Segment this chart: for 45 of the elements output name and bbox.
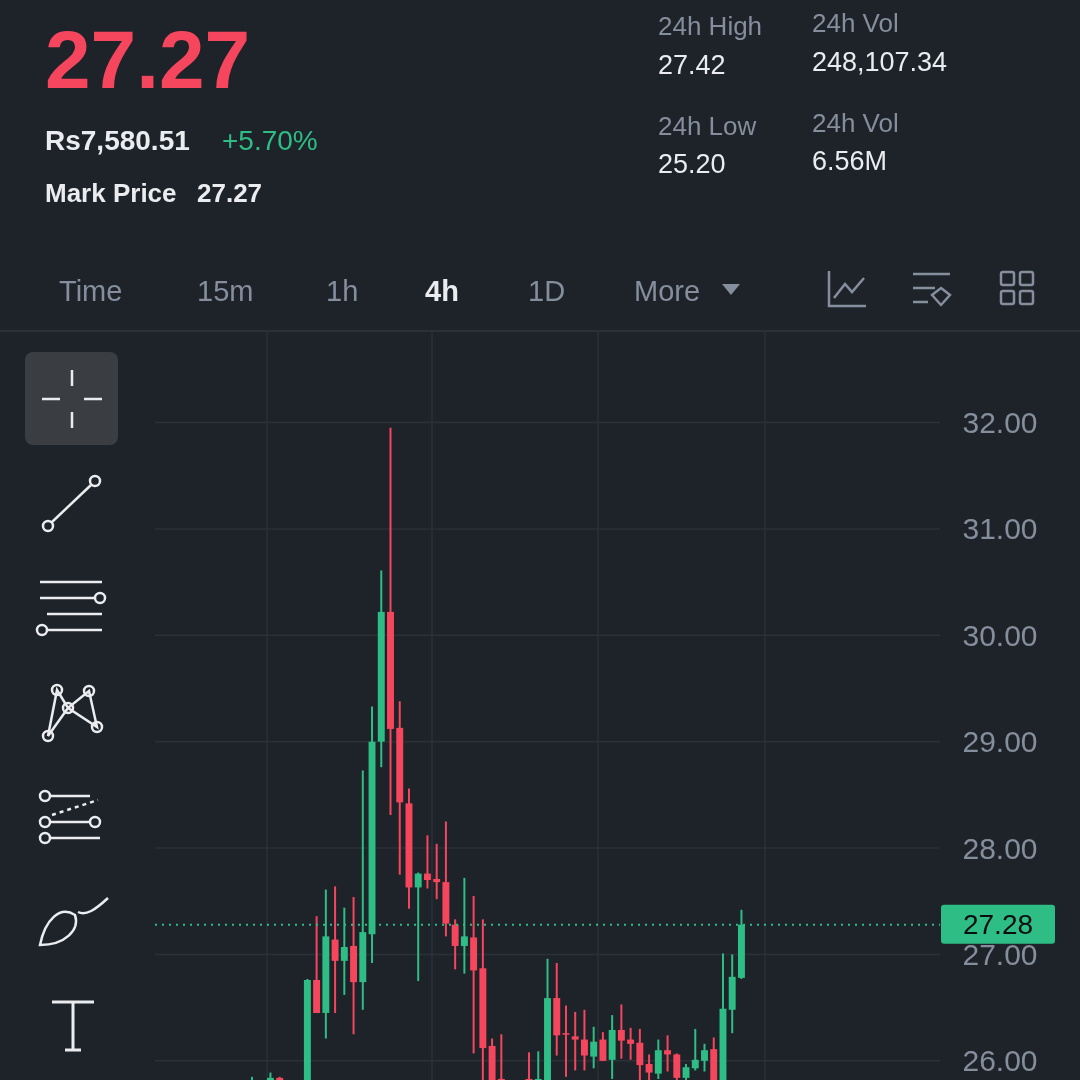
candlestick bbox=[645, 1053, 653, 1080]
text: 4h bbox=[425, 275, 459, 307]
text: More bbox=[634, 275, 701, 307]
y-tick-label: 31.00 bbox=[962, 512, 1038, 546]
chart-title: 27.27 bbox=[197, 178, 263, 208]
candlestick bbox=[534, 1050, 542, 1080]
candlestick bbox=[617, 1003, 625, 1060]
text: 27.27 bbox=[45, 14, 251, 105]
text: Time bbox=[59, 275, 123, 307]
candlestick bbox=[331, 885, 339, 1014]
y-tick-label: 32.00 bbox=[962, 406, 1038, 440]
text: 24h Low bbox=[658, 111, 757, 141]
candlestick bbox=[423, 834, 431, 890]
candlestick bbox=[571, 1010, 579, 1072]
text: 24h High bbox=[658, 11, 763, 41]
text: 15m bbox=[197, 275, 254, 307]
candlestick bbox=[599, 1031, 607, 1062]
candlestick bbox=[497, 1033, 505, 1080]
text: Rs7,580.51 bbox=[45, 125, 190, 156]
candlestick bbox=[580, 1008, 588, 1072]
candlestick bbox=[451, 918, 459, 971]
text: 27.42 bbox=[658, 50, 726, 80]
candlestick bbox=[673, 1052, 681, 1080]
candlestick bbox=[627, 1026, 635, 1061]
candlestick bbox=[636, 1027, 644, 1080]
candlestick bbox=[664, 1034, 672, 1073]
candlestick bbox=[691, 1027, 699, 1072]
text: 6.56M bbox=[812, 146, 888, 176]
candlestick bbox=[590, 1025, 598, 1070]
text: Mark Price bbox=[45, 178, 177, 208]
text: 1h bbox=[326, 275, 359, 307]
candlestick bbox=[701, 1042, 708, 1073]
text: 25.20 bbox=[658, 149, 726, 179]
y-tick-label: 29.00 bbox=[962, 725, 1038, 759]
y-tick-label: 28.00 bbox=[962, 831, 1038, 865]
text: 248,107.34 bbox=[812, 47, 948, 77]
y-tick-label: 30.00 bbox=[962, 618, 1038, 652]
text: 1D bbox=[528, 275, 566, 307]
candlestick bbox=[654, 1038, 662, 1080]
text: 24h Vol bbox=[812, 108, 899, 138]
text: +5.70% bbox=[222, 125, 318, 156]
text: 24h Vol bbox=[812, 8, 899, 38]
candlestick bbox=[433, 842, 441, 901]
candlestick bbox=[562, 1004, 570, 1078]
y-tick-label: 26.00 bbox=[962, 1044, 1038, 1078]
